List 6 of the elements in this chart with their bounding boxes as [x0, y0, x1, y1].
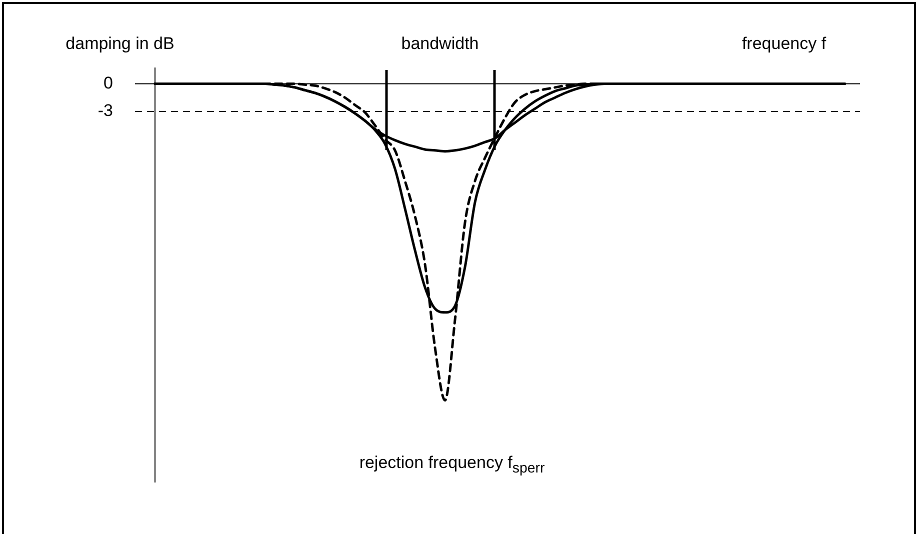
y-tick-label: -3	[98, 101, 113, 120]
y-axis-title: damping in dB	[66, 34, 174, 54]
text: bandwidth	[401, 34, 479, 54]
annotation: rejection frequency f$_{sperr}$	[359, 453, 545, 476]
x-axis-title: frequency f	[742, 34, 826, 54]
y-tick-label: 0	[104, 73, 113, 92]
